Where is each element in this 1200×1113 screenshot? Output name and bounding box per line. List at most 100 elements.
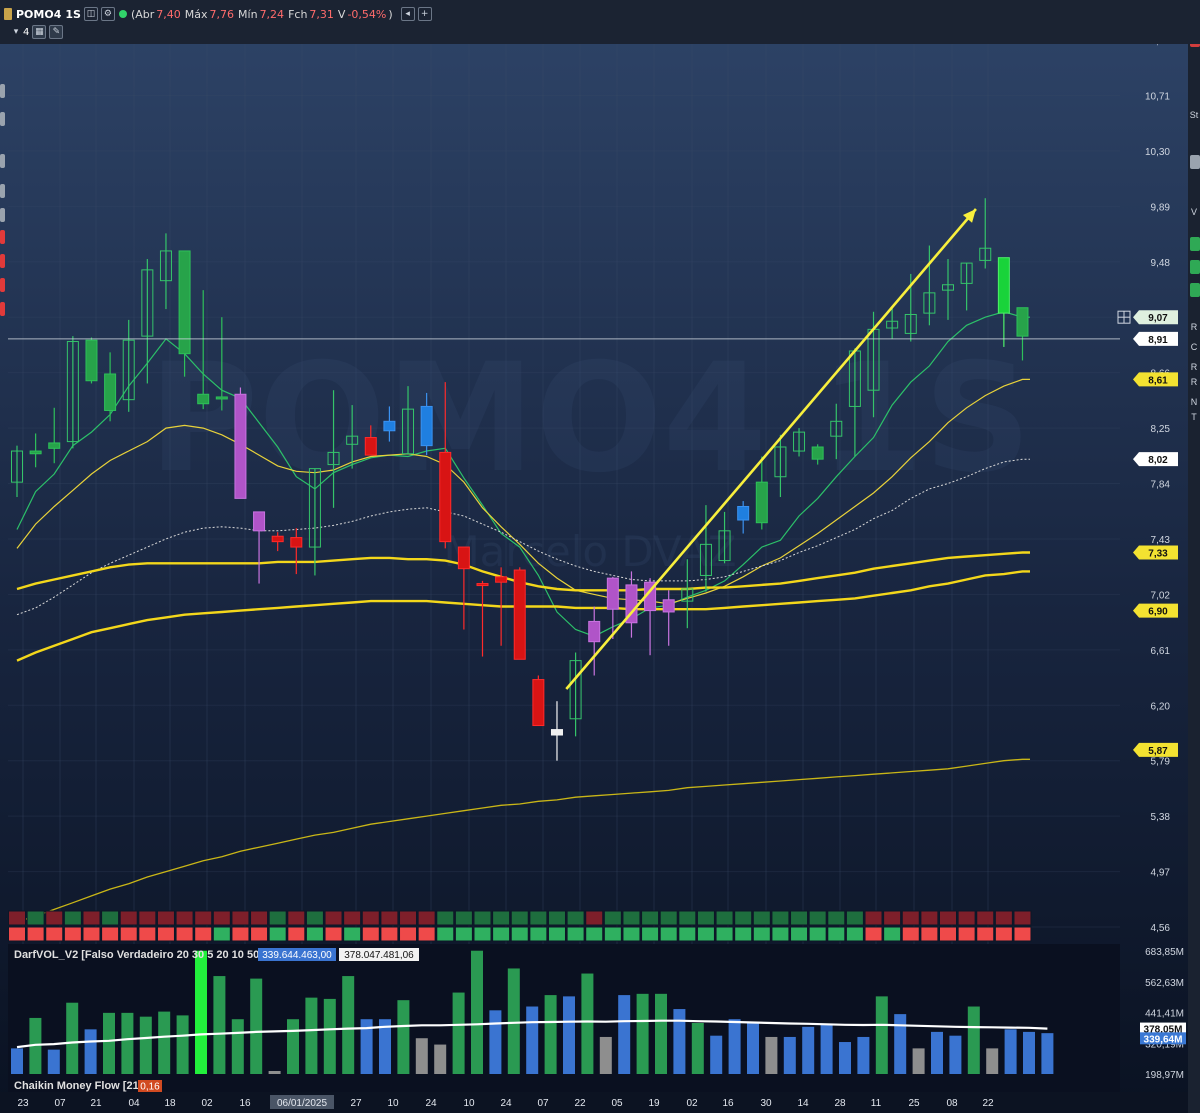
- volume-label-badge: [1140, 1032, 1186, 1045]
- candle-body: [402, 408, 415, 455]
- signal-cell-bottom: [547, 926, 566, 942]
- price-label-text: 9,07: [1148, 313, 1168, 324]
- time-tick-label: 04: [128, 1098, 140, 1109]
- signal-cell-top: [771, 910, 790, 926]
- price-label-text: 8,61: [1148, 375, 1168, 386]
- price-tick-label: 4,97: [1151, 868, 1171, 879]
- time-tick-label: 16: [722, 1098, 734, 1109]
- signal-strip: [8, 910, 1032, 942]
- right-panel-buy-button: [1190, 283, 1200, 297]
- signal-cell-bottom: [864, 926, 883, 942]
- price-label-text: 6,90: [1148, 607, 1168, 618]
- open-value: 7,40: [156, 7, 181, 21]
- band-upper-yellow: [16, 551, 1030, 592]
- ma-mid-yellow: [16, 378, 1030, 605]
- volume-bar: [489, 1010, 502, 1074]
- candle-body: [886, 320, 899, 329]
- signal-cell-top: [343, 910, 362, 926]
- header-row-main: POMO4 1S ◫ ⚙ ( Abr 7,40 Máx 7,76 Mín 7,2…: [4, 4, 432, 24]
- signal-cell-top: [26, 910, 45, 926]
- signal-cell-bottom: [324, 926, 343, 942]
- signal-cell-top: [827, 910, 846, 926]
- signal-cell-bottom: [585, 926, 604, 942]
- trend-arrow[interactable]: [565, 208, 977, 690]
- price-tick-label: 7,84: [1151, 480, 1171, 491]
- side-tool-2[interactable]: [0, 112, 5, 126]
- settings-icon[interactable]: ⚙: [100, 7, 115, 21]
- candle-body: [159, 250, 172, 282]
- side-tool-4[interactable]: [0, 184, 5, 198]
- signal-cell-bottom: [939, 926, 957, 942]
- volume-bar: [103, 1012, 115, 1074]
- signal-cell-top: [529, 910, 548, 926]
- candle-body: [439, 451, 452, 543]
- side-tool-sell-4[interactable]: [0, 302, 5, 316]
- band-lower-yellow: [16, 758, 1030, 923]
- side-tool-3[interactable]: [0, 154, 5, 168]
- candle-body: [625, 584, 638, 624]
- candle-body: [793, 431, 806, 452]
- timeframe[interactable]: 1S: [65, 7, 81, 21]
- price-axis: 11,1210,7110,309,899,489,078,668,257,847…: [1117, 36, 1178, 934]
- side-tool-sell-1[interactable]: [0, 230, 5, 244]
- layer-count[interactable]: 4: [23, 26, 30, 38]
- volume-bar: [121, 1012, 134, 1074]
- signal-cell-top: [566, 910, 585, 926]
- time-tick-label: 25: [908, 1098, 920, 1109]
- ma-fast-green: [16, 311, 1030, 637]
- volume-bar: [839, 1042, 851, 1074]
- volume-bar: [287, 1019, 299, 1074]
- volume-bar: [728, 1019, 741, 1074]
- chart-menu-icon[interactable]: [4, 8, 12, 20]
- open-label: Abr: [135, 7, 155, 21]
- pencil-icon[interactable]: ✎: [49, 25, 64, 39]
- signal-cell-top: [194, 910, 213, 926]
- volume-bar: [802, 1026, 815, 1074]
- signal-cell-bottom: [250, 926, 269, 942]
- signal-cell-top: [622, 910, 641, 926]
- eraser-icon[interactable]: ▦: [32, 25, 47, 39]
- volume-average-line: [16, 1019, 1048, 1049]
- signal-cell-bottom: [8, 926, 26, 942]
- signal-cell-bottom: [305, 926, 324, 942]
- signal-cell-top: [119, 910, 138, 926]
- signal-cell-bottom: [343, 926, 362, 942]
- volume-bar: [47, 1049, 60, 1074]
- candle-body: [364, 437, 377, 456]
- side-tool-sell-3[interactable]: [0, 278, 5, 292]
- add-icon[interactable]: +: [417, 7, 432, 21]
- candle-body: [737, 505, 750, 521]
- time-tick-label: 21: [90, 1098, 102, 1109]
- copy-icon[interactable]: ◫: [83, 7, 98, 21]
- volume-bar: [323, 998, 336, 1074]
- side-tool-sell-2[interactable]: [0, 254, 5, 268]
- signal-cell-top: [901, 910, 920, 926]
- time-tick-label: 22: [982, 1098, 994, 1109]
- ohlc-paren-close: ): [388, 7, 393, 21]
- time-tick-label: 10: [463, 1098, 475, 1109]
- candle-body: [457, 546, 470, 570]
- volume-tick-label: 562,63M: [1145, 978, 1184, 989]
- right-panel-background: [1188, 30, 1200, 1113]
- time-tick-label: 24: [425, 1098, 437, 1109]
- signal-cell-top: [63, 910, 82, 926]
- side-tool-5[interactable]: [0, 208, 5, 222]
- price-label-badge: [1133, 310, 1178, 325]
- right-panel-label: R: [1191, 362, 1198, 372]
- price-tick-label: 8,25: [1151, 424, 1171, 435]
- time-tick-label: 30: [760, 1098, 772, 1109]
- signal-cell-top: [101, 910, 120, 926]
- candle-body: [588, 620, 601, 643]
- cmf-background: [8, 1080, 1120, 1092]
- symbol[interactable]: POMO4: [16, 7, 62, 21]
- chevron-down-icon[interactable]: ▾: [13, 27, 19, 37]
- candle-body: [495, 576, 508, 583]
- expand-icon[interactable]: ◂: [400, 7, 415, 21]
- time-tick-label: 11: [871, 1098, 882, 1109]
- signal-cell-bottom: [156, 926, 175, 942]
- side-tool-1[interactable]: [0, 84, 5, 98]
- signal-cell-bottom: [436, 926, 455, 942]
- close-value: 7,31: [309, 7, 334, 21]
- volume-bar: [820, 1024, 833, 1074]
